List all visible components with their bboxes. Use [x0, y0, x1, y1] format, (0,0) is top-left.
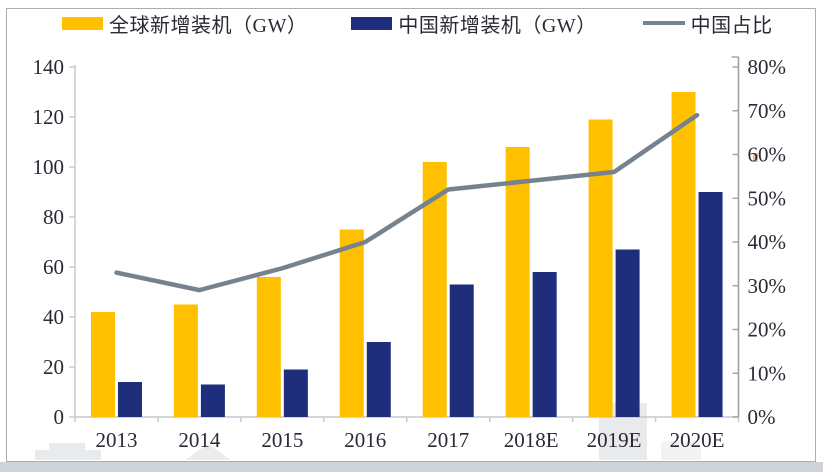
watermark-shape: [753, 153, 758, 162]
bar-china-2015: [283, 369, 308, 417]
watermark-shape: [661, 441, 701, 460]
bar-china-2020E: [698, 192, 723, 417]
x-axis-label-2018E: 2018E: [504, 428, 559, 452]
bar-global-2019E: [588, 119, 613, 417]
page-bottom-strip: [0, 462, 823, 472]
bar-china-2014: [200, 384, 225, 417]
watermark-shape: [185, 444, 231, 460]
right-axis-tick-label: 70%: [748, 99, 787, 123]
bar-global-2015: [256, 277, 281, 417]
bar-china-2019E: [615, 249, 640, 417]
legend-item-global: 全球新增装机（GW）: [62, 9, 307, 38]
legend-label-share: 中国占比: [690, 14, 773, 37]
right-axis-tick-label: 60%: [748, 143, 787, 167]
bar-china-2018E: [532, 272, 557, 417]
x-axis-label-2019E: 2019E: [587, 428, 642, 452]
legend-label-global: 全球新增装机（GW）: [109, 14, 308, 37]
left-axis-tick-label: 40: [43, 305, 64, 329]
x-axis-label-2013: 2013: [95, 428, 137, 452]
bar-global-2013: [90, 312, 115, 417]
left-axis-tick-label: 100: [33, 155, 65, 179]
x-axis-label-2014: 2014: [178, 428, 221, 452]
left-axis-tick-label: 0: [54, 405, 65, 429]
legend-item-china: 中国新增装机（GW）: [351, 9, 596, 38]
bar-china-2013: [117, 382, 142, 417]
right-axis-tick-label: 30%: [748, 274, 787, 298]
right-axis-tick-label: 10%: [748, 361, 787, 385]
legend-label-china: 中国新增装机（GW）: [398, 14, 597, 37]
left-axis-tick-label: 60: [43, 255, 64, 279]
bar-global-2020E: [671, 92, 696, 417]
legend-swatch-share-line: [642, 21, 685, 25]
bar-global-2014: [173, 304, 198, 417]
left-axis-tick-label: 140: [33, 55, 65, 79]
right-axis-tick-label: 80%: [748, 55, 787, 79]
watermark-shape: [49, 443, 85, 452]
right-axis-tick-label: 0%: [748, 405, 776, 429]
right-axis-tick-label: 20%: [748, 318, 787, 342]
bar-global-2018E: [505, 147, 530, 417]
bar-global-2016: [339, 229, 364, 417]
bar-china-2017: [449, 284, 474, 417]
x-axis-label-2015: 2015: [261, 428, 303, 452]
right-axis-tick-label: 50%: [748, 186, 787, 210]
chart-legend: 全球新增装机（GW） 中国新增装机（GW） 中国占比: [62, 9, 773, 38]
legend-swatch-china: [351, 16, 393, 30]
right-axis-tick-label: 40%: [748, 230, 787, 254]
x-axis-label-2016: 2016: [344, 428, 386, 452]
left-axis-tick-label: 20: [43, 355, 64, 379]
legend-swatch-global: [62, 16, 103, 30]
bar-china-2016: [366, 342, 391, 417]
watermark-shape: [35, 450, 101, 460]
x-axis-label-2017: 2017: [427, 428, 469, 452]
left-axis-tick-label: 120: [33, 105, 65, 129]
share-line: [114, 112, 700, 293]
legend-item-share: 中国占比: [642, 9, 773, 38]
x-axis-label-2020E: 2020E: [670, 428, 725, 452]
left-axis-tick-label: 80: [43, 205, 64, 229]
